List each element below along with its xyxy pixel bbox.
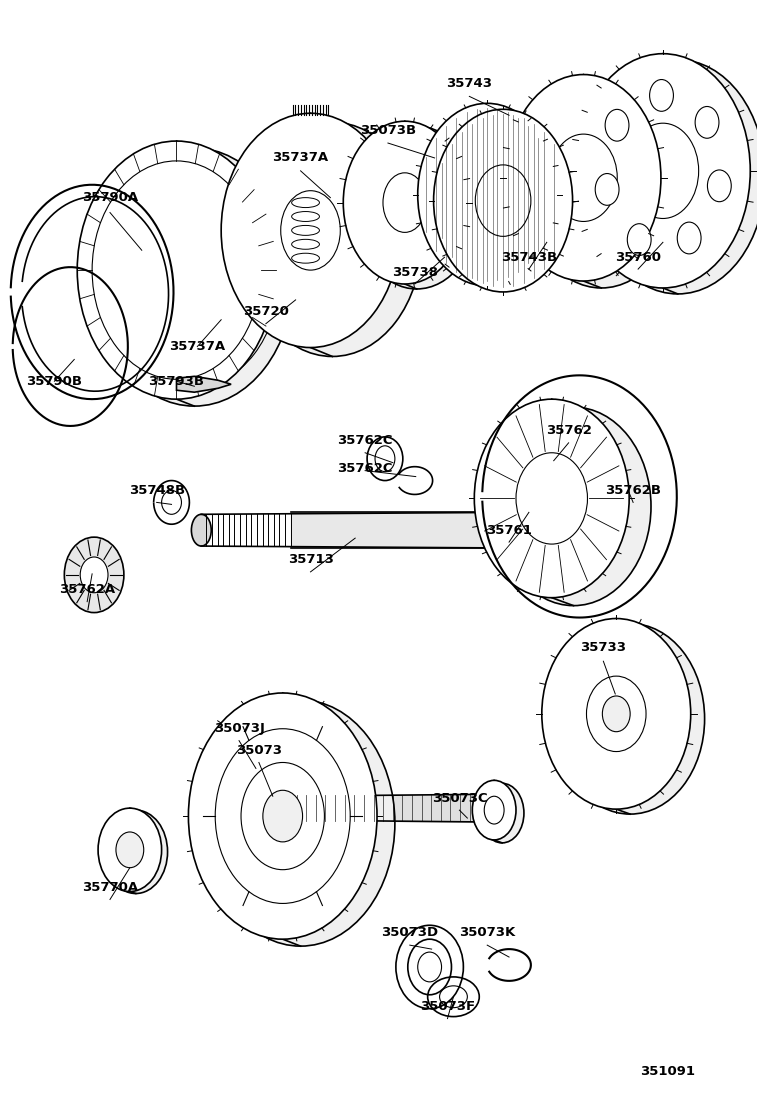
Ellipse shape bbox=[344, 121, 467, 284]
Ellipse shape bbox=[78, 141, 276, 399]
Ellipse shape bbox=[92, 161, 261, 379]
Polygon shape bbox=[176, 376, 231, 393]
Ellipse shape bbox=[95, 148, 293, 406]
Text: 35770A: 35770A bbox=[82, 881, 138, 894]
Text: 35073D: 35073D bbox=[382, 925, 439, 939]
Ellipse shape bbox=[708, 170, 731, 201]
Ellipse shape bbox=[474, 399, 629, 597]
Ellipse shape bbox=[192, 515, 211, 546]
Text: 35737A: 35737A bbox=[169, 340, 226, 353]
Ellipse shape bbox=[434, 109, 572, 292]
Ellipse shape bbox=[81, 557, 108, 593]
Text: 35793B: 35793B bbox=[148, 375, 204, 388]
Ellipse shape bbox=[591, 60, 760, 294]
Text: 35738: 35738 bbox=[391, 266, 438, 279]
Text: 35713: 35713 bbox=[287, 554, 334, 566]
Text: 35743B: 35743B bbox=[501, 250, 557, 264]
Ellipse shape bbox=[116, 832, 144, 867]
Ellipse shape bbox=[221, 113, 400, 348]
Ellipse shape bbox=[549, 135, 617, 221]
Ellipse shape bbox=[243, 122, 422, 357]
Text: 35748B: 35748B bbox=[128, 484, 185, 497]
Ellipse shape bbox=[605, 109, 629, 141]
Ellipse shape bbox=[595, 173, 619, 206]
Ellipse shape bbox=[65, 537, 124, 613]
Ellipse shape bbox=[627, 123, 698, 218]
Ellipse shape bbox=[506, 75, 661, 281]
Text: 35073K: 35073K bbox=[459, 925, 515, 939]
Ellipse shape bbox=[263, 791, 302, 842]
Text: 35761: 35761 bbox=[486, 524, 532, 537]
Text: 35762: 35762 bbox=[546, 425, 591, 437]
Ellipse shape bbox=[280, 190, 340, 270]
Ellipse shape bbox=[475, 165, 531, 237]
Ellipse shape bbox=[472, 781, 516, 840]
Ellipse shape bbox=[459, 159, 515, 230]
Ellipse shape bbox=[575, 53, 750, 288]
Ellipse shape bbox=[496, 407, 651, 606]
Text: 35720: 35720 bbox=[243, 306, 289, 318]
Ellipse shape bbox=[556, 624, 705, 814]
Text: 35743: 35743 bbox=[446, 77, 492, 90]
Ellipse shape bbox=[627, 224, 651, 256]
Text: 351091: 351091 bbox=[641, 1064, 695, 1078]
Ellipse shape bbox=[695, 107, 719, 138]
Text: 35073F: 35073F bbox=[420, 1000, 475, 1013]
Text: 35073C: 35073C bbox=[432, 792, 487, 805]
Ellipse shape bbox=[587, 676, 646, 752]
Text: 35762B: 35762B bbox=[605, 484, 661, 497]
Text: 35733: 35733 bbox=[581, 641, 626, 654]
Ellipse shape bbox=[542, 618, 691, 810]
Text: 35073B: 35073B bbox=[360, 123, 416, 137]
Ellipse shape bbox=[241, 763, 325, 870]
Text: 35737A: 35737A bbox=[273, 151, 328, 165]
Ellipse shape bbox=[677, 222, 701, 254]
Ellipse shape bbox=[507, 510, 531, 550]
Text: 35762C: 35762C bbox=[337, 463, 393, 475]
Text: 35760: 35760 bbox=[615, 250, 661, 264]
Ellipse shape bbox=[355, 126, 478, 289]
Ellipse shape bbox=[524, 81, 679, 288]
Text: 35762C: 35762C bbox=[337, 435, 393, 447]
Ellipse shape bbox=[104, 811, 167, 894]
Text: 35790B: 35790B bbox=[27, 375, 82, 388]
Text: 35762A: 35762A bbox=[59, 584, 116, 596]
Ellipse shape bbox=[110, 168, 279, 386]
Text: 35790A: 35790A bbox=[82, 191, 138, 205]
Text: 35073: 35073 bbox=[236, 744, 282, 757]
Ellipse shape bbox=[603, 696, 630, 732]
Ellipse shape bbox=[480, 783, 524, 843]
Ellipse shape bbox=[98, 808, 162, 892]
Ellipse shape bbox=[188, 693, 377, 940]
Text: 35073J: 35073J bbox=[214, 722, 264, 735]
Ellipse shape bbox=[650, 80, 673, 111]
Ellipse shape bbox=[395, 178, 439, 237]
Ellipse shape bbox=[206, 699, 395, 946]
Ellipse shape bbox=[516, 453, 587, 544]
Ellipse shape bbox=[383, 172, 426, 232]
Ellipse shape bbox=[418, 103, 556, 286]
Ellipse shape bbox=[538, 460, 610, 552]
